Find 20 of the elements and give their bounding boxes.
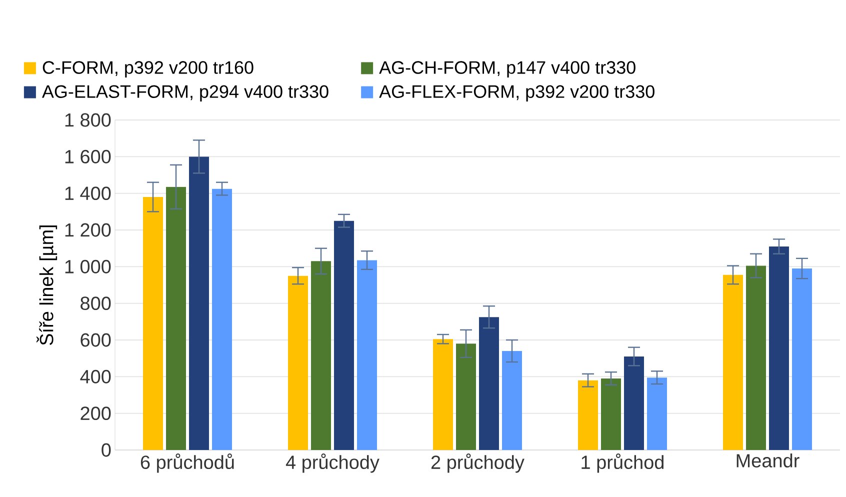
y-tick-label: 1 200 [65,223,111,237]
x-tick-label: Meandr [736,454,800,468]
legend-label: AG-ELAST-FORM, p294 v400 tr330 [42,85,328,102]
y-tick-label: 1 600 [65,150,111,164]
y-tick-label: 1 400 [65,186,111,200]
legend-label: AG-CH-FORM, p147 v400 tr330 [379,61,636,78]
legend-label: C-FORM, p392 v200 tr160 [42,61,254,78]
legend-label: AG-FLEX-FORM, p392 v200 tr330 [379,85,654,102]
y-tick-label: 400 [80,370,111,384]
y-tick-label: 200 [80,406,111,420]
y-tick-label: 0 [102,443,111,457]
x-tick-label: 2 průchody [431,454,524,473]
y-tick-label: 1 000 [65,260,111,274]
x-tick-label: 6 průchodů [140,454,234,473]
x-tick-label: 1 průchod [582,454,664,473]
y-tick-label: 1 800 [65,113,111,127]
y-axis-title: Šíře linek [µm] [36,225,58,346]
y-tick-label: 800 [80,296,111,310]
x-tick-label: 4 průchody [286,454,380,473]
y-tick-label: 600 [80,333,111,347]
